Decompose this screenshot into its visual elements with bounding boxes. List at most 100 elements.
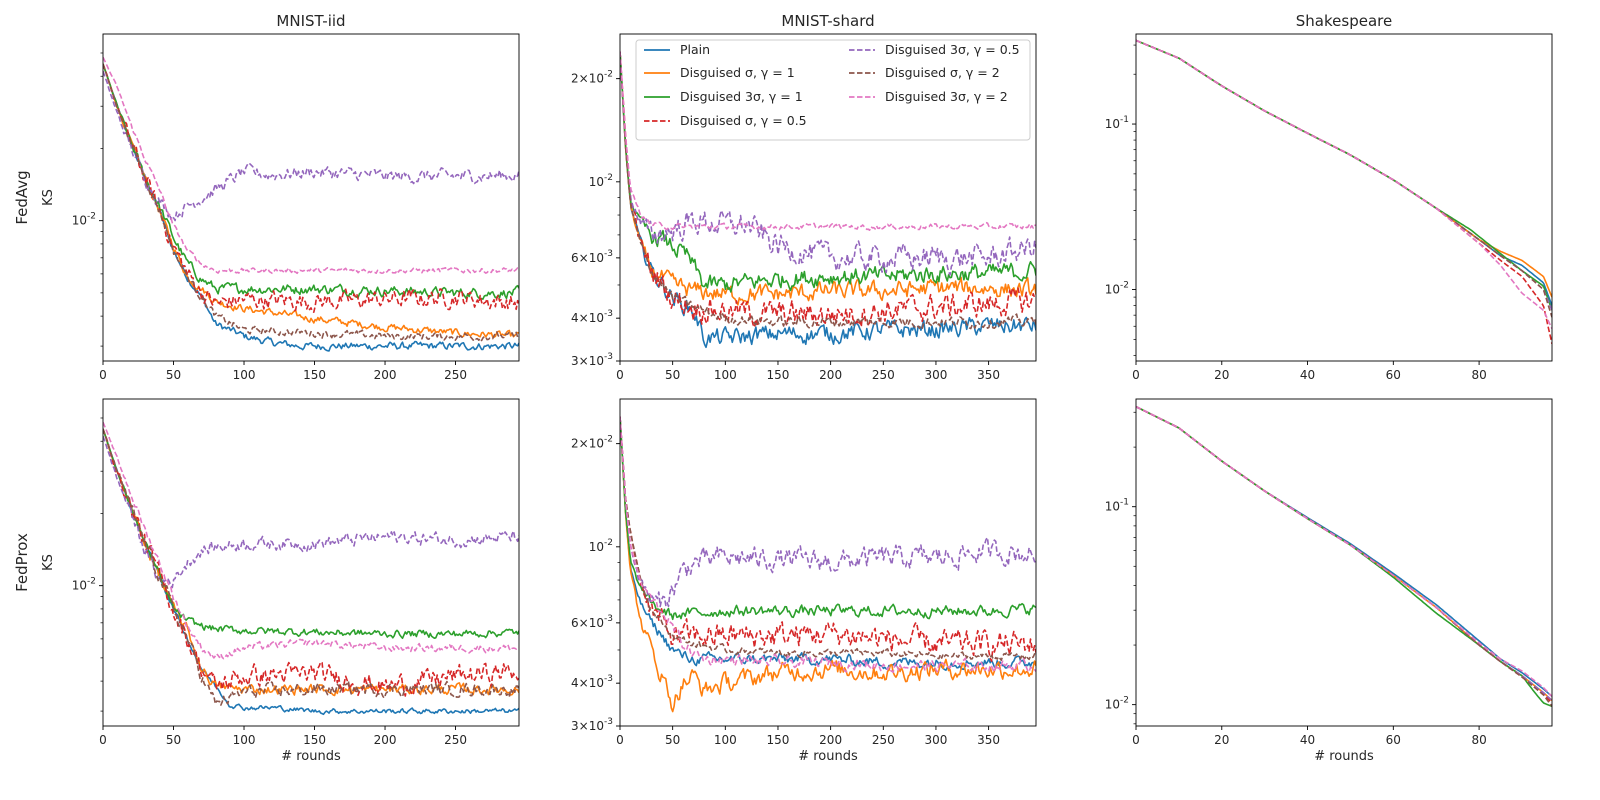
- x-tick-label: 300: [924, 368, 947, 382]
- y-tick-label: 10-2: [72, 212, 96, 228]
- series-group: [103, 56, 519, 352]
- axes-frame: [102, 33, 520, 362]
- y-axis-label: KS: [41, 554, 56, 571]
- series-line-disguised-2: [1136, 39, 1552, 318]
- series-line-disguised-3-0-5: [620, 416, 1036, 608]
- series-line-disguised-3-0-5: [103, 435, 519, 589]
- x-tick-label: 80: [1471, 368, 1486, 382]
- series-line-disguised-2: [620, 416, 1036, 662]
- y-tick-label: 10-2: [1105, 281, 1129, 297]
- series-line-disguised-3-1: [1136, 39, 1552, 311]
- x-tick-label: 150: [767, 368, 790, 382]
- y-tick-label: 10-2: [589, 538, 613, 554]
- legend-label: Plain: [680, 42, 710, 57]
- x-tick-label: 150: [767, 733, 790, 747]
- series-line-disguised-1: [620, 51, 1036, 306]
- axes-frame: [1135, 33, 1553, 362]
- legend-label: Disguised σ, γ = 2: [885, 65, 1000, 80]
- x-tick-label: 350: [977, 368, 1000, 382]
- x-tick-label: 100: [233, 733, 256, 747]
- legend-item: Disguised σ, γ = 1: [644, 65, 795, 80]
- x-tick-label: 200: [819, 368, 842, 382]
- x-tick-label: 80: [1471, 733, 1486, 747]
- y-tick-label: 4×10-3: [571, 309, 613, 325]
- y-tick-label: 2×10-2: [571, 70, 613, 86]
- row-label: FedProx: [13, 533, 31, 592]
- x-axis-label: # rounds: [281, 749, 341, 764]
- y-tick-label: 4×10-3: [571, 674, 613, 690]
- legend-label: Disguised 3σ, γ = 2: [885, 89, 1008, 104]
- series-line-disguised-3-2: [1136, 405, 1552, 697]
- legend-item: Disguised 3σ, γ = 2: [849, 89, 1008, 104]
- x-tick-label: 0: [99, 368, 107, 382]
- series-line-disguised-3-2: [103, 421, 519, 660]
- x-tick-label: 60: [1386, 733, 1401, 747]
- series-group: [620, 416, 1036, 713]
- panel-fedprox-mnist-shard: 3×10-3 4×10-3 6×10-3 10-2 2×10-2 0 50 100 150 200…: [571, 398, 1037, 764]
- x-tick-label: 0: [616, 368, 624, 382]
- series-line-disguised-1: [1136, 405, 1552, 702]
- series-line-disguised-0-5: [103, 63, 519, 314]
- x-tick-label: 200: [374, 733, 397, 747]
- series-line-disguised-3-1: [1136, 405, 1552, 708]
- series-line-disguised-0-5: [1136, 405, 1552, 704]
- series-line-disguised-3-0-5: [1136, 39, 1552, 311]
- x-tick-label: 250: [872, 733, 895, 747]
- series-line-disguised-2: [103, 428, 519, 706]
- x-tick-label: 200: [819, 733, 842, 747]
- row-label: FedAvg: [13, 170, 31, 224]
- x-tick-label: 250: [444, 368, 467, 382]
- y-axis-label: KS: [41, 189, 56, 206]
- panel-fedavg-mnist-shard: 3×10-3 4×10-3 6×10-3 10-2 2×10-2 0 50 100 150 200…: [571, 12, 1037, 382]
- series-line-plain: [1136, 39, 1552, 306]
- panel-title: MNIST-shard: [781, 12, 874, 30]
- y-tick-label: 10-2: [1105, 696, 1129, 712]
- panel-title: MNIST-iid: [276, 12, 345, 30]
- series-line-disguised-3-2: [1136, 39, 1552, 330]
- series-line-disguised-3-2: [103, 56, 519, 275]
- series-line-plain: [620, 416, 1036, 672]
- x-tick-label: 250: [872, 368, 895, 382]
- series-line-disguised-2: [620, 51, 1036, 330]
- series-line-disguised-1: [103, 428, 519, 697]
- panel-title: Shakespeare: [1296, 12, 1392, 30]
- axes-frame: [1135, 398, 1553, 727]
- x-tick-label: 0: [99, 733, 107, 747]
- series-group: [1136, 39, 1552, 344]
- legend-label: Disguised σ, γ = 0.5: [680, 113, 807, 128]
- legend-item: Disguised σ, γ = 2: [849, 65, 1000, 80]
- x-tick-label: 150: [303, 368, 326, 382]
- legend-item: Disguised σ, γ = 0.5: [644, 113, 807, 128]
- legend-item: Plain: [644, 42, 710, 57]
- x-tick-label: 60: [1386, 368, 1401, 382]
- x-tick-label: 20: [1214, 368, 1229, 382]
- x-tick-label: 150: [303, 733, 326, 747]
- x-tick-label: 40: [1300, 733, 1315, 747]
- x-tick-label: 20: [1214, 733, 1229, 747]
- legend-label: Disguised σ, γ = 1: [680, 65, 795, 80]
- x-tick-label: 100: [714, 368, 737, 382]
- series-group: [103, 421, 519, 716]
- series-line-plain: [620, 51, 1036, 349]
- y-tick-label: 10-2: [72, 577, 96, 593]
- x-tick-label: 0: [616, 733, 624, 747]
- x-tick-label: 300: [924, 733, 947, 747]
- legend-item: Disguised 3σ, γ = 1: [644, 89, 803, 104]
- y-tick-label: 6×10-3: [571, 249, 613, 265]
- series-group: [1136, 405, 1552, 708]
- panel-fedavg-mnist-iid: 10-2 0 50 100 150 200 250 MNIST-iid KS FedAvg: [13, 12, 520, 382]
- x-tick-label: 100: [233, 368, 256, 382]
- series-line-disguised-3-1: [103, 428, 519, 640]
- x-tick-label: 250: [444, 733, 467, 747]
- series-line-disguised-0-5: [620, 51, 1036, 329]
- x-tick-label: 50: [166, 368, 181, 382]
- series-line-disguised-0-5: [103, 428, 519, 697]
- x-tick-label: 350: [977, 733, 1000, 747]
- x-axis-label: # rounds: [798, 749, 858, 764]
- series-line-disguised-2: [103, 63, 519, 342]
- axes-frame: [619, 398, 1037, 727]
- legend-box: [635, 39, 1031, 141]
- x-tick-label: 40: [1300, 368, 1315, 382]
- series-line-disguised-3-2: [620, 51, 1036, 231]
- x-tick-label: 0: [1132, 733, 1140, 747]
